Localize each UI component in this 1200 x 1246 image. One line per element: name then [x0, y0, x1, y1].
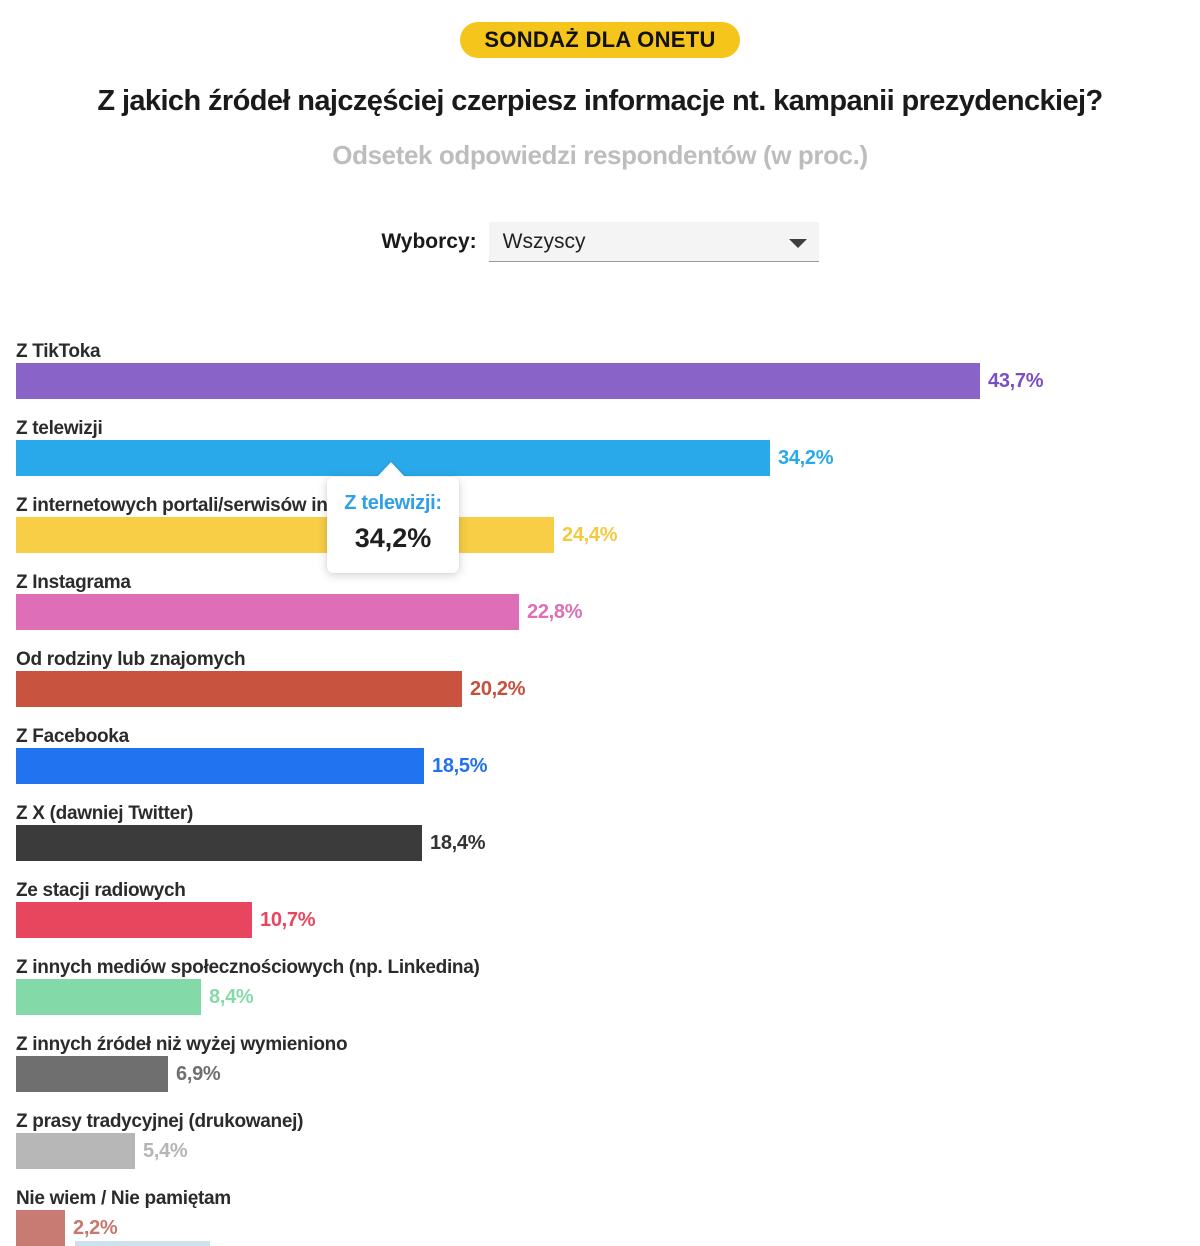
bar-label: Od rodziny lub znajomych [16, 649, 246, 670]
bar-label: Z Facebooka [16, 726, 129, 747]
bar-row: 5,4% [16, 1133, 1200, 1169]
bar-row: 24,4% [16, 517, 1200, 553]
bar-label: Nie wiem / Nie pamiętam [16, 1188, 231, 1209]
bar-label: Z innych źródeł niż wyżej wymieniono [16, 1034, 348, 1055]
bar-value: 2,2% [73, 1216, 118, 1239]
cutoff-element [75, 1241, 210, 1246]
page-title: Z jakich źródeł najczęściej czerpiesz in… [97, 85, 1103, 117]
bar-group: Z innych źródeł niż wyżej wymieniono 6,9% [16, 1034, 1200, 1092]
bar-chart: Z TikToka 43,7% Z telewizji 34,2% Z internet… [0, 341, 1200, 1246]
bar-value: 20,2% [470, 677, 526, 700]
bar-group: Z Instagrama 22,8% [16, 572, 1200, 630]
bar-group: Z internetowych portali/serwisów informa… [16, 495, 1200, 553]
bar-value: 24,4% [562, 523, 618, 546]
bar-label: Z prasy tradycyjnej (drukowanej) [16, 1111, 304, 1132]
bar-value: 34,2% [778, 446, 834, 469]
bar-label: Z X (dawniej Twitter) [16, 803, 194, 824]
bar-label: Z innych mediów społecznościowych (np. L… [16, 957, 480, 978]
bar-row: 18,4% [16, 825, 1200, 861]
badge-container: SONDAŻ DLA ONETU [0, 0, 1200, 58]
bar-row: 18,5% [16, 748, 1200, 784]
bar-group: Z telewizji 34,2% [16, 418, 1200, 476]
bar[interactable] [16, 1056, 168, 1092]
bar[interactable] [16, 1133, 135, 1169]
bar-group: Z TikToka 43,7% [16, 341, 1200, 399]
bar[interactable] [16, 1210, 65, 1246]
bar-tooltip: Z telewizji: 34,2% [327, 477, 459, 573]
bar[interactable] [16, 671, 462, 707]
bar-group: Z Facebooka 18,5% [16, 726, 1200, 784]
bar-row: 20,2% [16, 671, 1200, 707]
bar[interactable] [16, 902, 252, 938]
bar-row: 8,4% [16, 979, 1200, 1015]
bar[interactable] [16, 825, 422, 861]
bar-label: Z internetowych portali/serwisów informa… [16, 495, 448, 516]
voters-select[interactable]: Wszyscy [488, 222, 819, 262]
bar-label: Z TikToka [16, 341, 101, 362]
tooltip-value: 34,2% [354, 523, 432, 553]
bar-group: Ze stacji radiowych 10,7% [16, 880, 1200, 938]
bar-row: 22,8% [16, 594, 1200, 630]
bar-row: 34,2% [16, 440, 1200, 476]
bar-group: Od rodziny lub znajomych 20,2% [16, 649, 1200, 707]
bar-row: 43,7% [16, 363, 1200, 399]
bar-group: Z prasy tradycyjnej (drukowanej) 5,4% [16, 1111, 1200, 1169]
bar-value: 10,7% [260, 908, 316, 931]
bar-value: 22,8% [527, 600, 583, 623]
bar-label: Ze stacji radiowych [16, 880, 186, 901]
bar-group: Nie wiem / Nie pamiętam 2,2% [16, 1188, 1200, 1246]
bar-label: Z telewizji [16, 418, 103, 439]
sondaz-badge: SONDAŻ DLA ONETU [460, 22, 740, 58]
bar[interactable] [16, 979, 201, 1015]
bar-value: 43,7% [988, 369, 1044, 392]
bar-group: Z X (dawniej Twitter) 18,4% [16, 803, 1200, 861]
chevron-down-icon [788, 239, 807, 248]
bar[interactable] [16, 748, 424, 784]
bar-value: 8,4% [209, 985, 254, 1008]
bar-row: 10,7% [16, 902, 1200, 938]
voters-select-value: Wszyscy [502, 229, 586, 253]
bar-label: Z Instagrama [16, 572, 131, 593]
bar[interactable] [16, 594, 519, 630]
bar-value: 6,9% [176, 1062, 221, 1085]
filter-row: Wyborcy: Wszyscy [0, 222, 1200, 262]
bar-value: 18,5% [432, 754, 488, 777]
bar-row: 6,9% [16, 1056, 1200, 1092]
bar-group: Z innych mediów społecznościowych (np. L… [16, 957, 1200, 1015]
bar-row: 2,2% [16, 1210, 1200, 1246]
page-subtitle: Odsetek odpowiedzi respondentów (w proc.… [332, 140, 868, 170]
bar[interactable] [16, 517, 554, 553]
tooltip-category: Z telewizji: [344, 492, 442, 514]
bar-value: 5,4% [143, 1139, 188, 1162]
bar-value: 18,4% [430, 831, 486, 854]
bar[interactable] [16, 363, 980, 399]
filter-label: Wyborcy: [381, 230, 477, 253]
